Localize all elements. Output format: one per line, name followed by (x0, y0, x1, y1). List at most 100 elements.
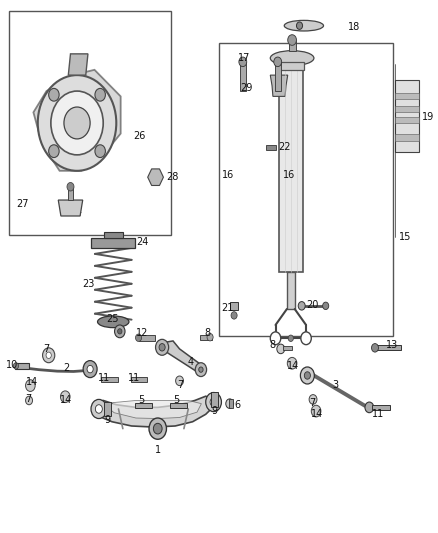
Circle shape (87, 366, 93, 373)
Circle shape (231, 312, 237, 319)
Circle shape (277, 344, 285, 354)
Bar (10, 11, 171, 235)
Circle shape (95, 405, 102, 413)
Polygon shape (33, 70, 120, 171)
Text: 16: 16 (283, 170, 296, 180)
Circle shape (239, 57, 247, 67)
Bar (131, 377, 147, 382)
Circle shape (297, 22, 303, 29)
Circle shape (210, 398, 217, 406)
Bar (229, 399, 233, 408)
Bar (371, 405, 390, 410)
Bar (104, 401, 112, 416)
Circle shape (25, 396, 32, 405)
Circle shape (118, 329, 122, 334)
Bar (396, 80, 420, 152)
Text: 6: 6 (234, 400, 240, 410)
Text: 27: 27 (16, 199, 28, 209)
Bar (396, 106, 420, 112)
Circle shape (60, 391, 70, 402)
Circle shape (95, 88, 106, 101)
Text: 5: 5 (138, 395, 145, 406)
Bar (101, 377, 118, 382)
Text: 3: 3 (332, 379, 339, 390)
Bar (289, 40, 296, 51)
Circle shape (309, 394, 317, 404)
Bar (396, 93, 420, 99)
Text: 11: 11 (128, 373, 140, 383)
Circle shape (135, 334, 141, 342)
Bar (283, 346, 292, 351)
Circle shape (83, 361, 97, 377)
Text: 8: 8 (205, 328, 211, 338)
Bar (135, 402, 152, 408)
Circle shape (287, 358, 297, 369)
Circle shape (199, 367, 203, 372)
Polygon shape (270, 75, 288, 96)
Bar (240, 62, 246, 91)
Circle shape (91, 399, 107, 418)
Circle shape (206, 392, 222, 411)
Circle shape (195, 363, 207, 376)
Text: 4: 4 (187, 357, 194, 367)
Text: 8: 8 (270, 340, 276, 350)
Text: 5: 5 (173, 395, 180, 406)
Bar (278, 62, 304, 70)
Circle shape (311, 405, 321, 417)
Text: 7: 7 (43, 344, 49, 354)
Bar (266, 146, 276, 150)
Circle shape (67, 182, 74, 191)
Bar (275, 62, 281, 91)
Circle shape (49, 88, 59, 101)
Polygon shape (93, 396, 215, 427)
Circle shape (176, 376, 184, 385)
Circle shape (371, 344, 378, 352)
Bar (200, 335, 212, 340)
Bar (230, 302, 238, 310)
Circle shape (64, 107, 90, 139)
Bar (287, 272, 295, 309)
Text: 7: 7 (25, 394, 32, 405)
Text: 14: 14 (311, 409, 324, 419)
Text: 16: 16 (223, 170, 235, 180)
Text: 9: 9 (104, 415, 110, 425)
Text: 18: 18 (347, 22, 360, 33)
Bar (375, 345, 401, 351)
Circle shape (155, 340, 169, 356)
Circle shape (298, 302, 305, 310)
Circle shape (304, 372, 311, 379)
Bar (170, 402, 187, 408)
Circle shape (51, 91, 103, 155)
Text: 12: 12 (136, 328, 148, 338)
Text: 11: 11 (99, 373, 111, 383)
Text: 25: 25 (107, 313, 119, 324)
Polygon shape (68, 54, 88, 75)
Bar (279, 70, 303, 272)
Ellipse shape (284, 20, 324, 31)
Circle shape (300, 367, 314, 384)
Circle shape (49, 145, 59, 158)
Text: 9: 9 (211, 406, 217, 416)
Text: 29: 29 (240, 83, 252, 93)
Circle shape (42, 348, 55, 363)
Bar (138, 335, 155, 341)
Text: 7: 7 (177, 379, 184, 390)
Text: 20: 20 (306, 300, 318, 310)
Circle shape (46, 352, 51, 359)
Bar (104, 232, 123, 238)
Circle shape (207, 334, 213, 341)
Circle shape (38, 75, 117, 171)
Text: 19: 19 (422, 111, 434, 122)
Text: 26: 26 (134, 131, 146, 141)
Circle shape (95, 145, 106, 158)
Text: 2: 2 (63, 362, 69, 373)
Text: 11: 11 (371, 409, 384, 419)
Bar (396, 117, 420, 123)
Text: 21: 21 (222, 303, 234, 313)
Polygon shape (58, 200, 83, 216)
Text: 14: 14 (287, 361, 299, 372)
Circle shape (226, 399, 233, 408)
Bar (15, 364, 29, 368)
Text: 10: 10 (6, 360, 18, 370)
Circle shape (323, 302, 329, 310)
